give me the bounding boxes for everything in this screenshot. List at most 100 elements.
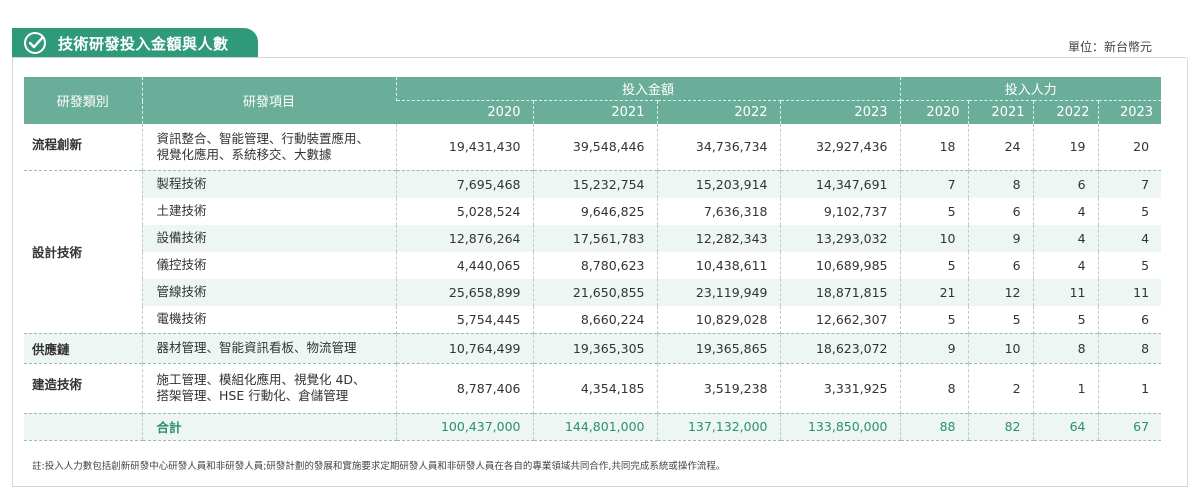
total-staff-cell: 82 [967, 412, 1034, 441]
amount-cell: 7,636,318 [656, 197, 780, 225]
item-cell: 施工管理、模組化應用、視覺化 4D、 搭架管理、HSE 行動化、倉儲管理 [141, 362, 396, 413]
section-title-bar: 技術研發投入金額與人數 [12, 28, 258, 58]
header-staff-year: 2022 [1032, 100, 1099, 124]
staff-cell: 10 [967, 332, 1034, 363]
staff-cell: 6 [1032, 169, 1099, 198]
category-cell: 供應鏈 [24, 332, 142, 363]
panel-divider [12, 57, 1186, 58]
staff-cell: 7 [1097, 169, 1162, 198]
amount-cell: 5,754,445 [395, 305, 533, 333]
amount-cell: 14,347,691 [779, 169, 901, 198]
table-row: 儀控技術 4,440,065 8,780,623 10,438,611 10,6… [24, 251, 1162, 279]
table-row: 建造技術 施工管理、模組化應用、視覺化 4D、 搭架管理、HSE 行動化、倉儲管… [24, 362, 1162, 413]
amount-cell: 17,561,783 [532, 224, 657, 252]
staff-cell: 5 [1032, 305, 1099, 333]
amount-cell: 8,660,224 [532, 305, 657, 333]
amount-cell: 8,787,406 [395, 362, 533, 413]
staff-cell: 18 [899, 124, 969, 170]
amount-cell: 3,331,925 [779, 362, 901, 413]
amount-cell: 34,736,734 [656, 124, 780, 170]
rd-investment-table: 研發類別 研發項目 投入金額 投入人力 2020 2021 2022 2023 … [24, 77, 1162, 441]
staff-cell: 21 [899, 278, 969, 306]
amount-cell: 39,548,446 [532, 124, 657, 170]
table-row: 電機技術 5,754,445 8,660,224 10,829,028 12,6… [24, 305, 1162, 333]
staff-cell: 2 [967, 362, 1034, 413]
unit-label: 單位：新台幣元 [1067, 40, 1152, 54]
header-staff-group: 投入人力 [899, 77, 1162, 101]
amount-cell: 4,354,185 [532, 362, 657, 413]
total-label: 合計 [141, 412, 396, 441]
header-item: 研發項目 [141, 77, 396, 124]
amount-cell: 21,650,855 [532, 278, 657, 306]
staff-cell: 20 [1097, 124, 1162, 170]
amount-cell: 12,282,343 [656, 224, 780, 252]
staff-cell: 24 [967, 124, 1034, 170]
item-cell: 製程技術 [141, 169, 396, 198]
amount-cell: 9,102,737 [779, 197, 901, 225]
footnote: 註:投入人力數包括創新研發中心研發人員和非研發人員;研發計劃的發展和實施要求定期… [32, 461, 726, 472]
header-amount-year: 2022 [656, 100, 780, 124]
staff-cell: 1 [1032, 362, 1099, 413]
table-row: 管線技術 25,658,899 21,650,855 23,119,949 18… [24, 278, 1162, 306]
header-staff-year: 2020 [899, 100, 969, 124]
item-cell: 資訊整合、智能管理、行動裝置應用、 視覺化應用、系統移交、大數據 [141, 124, 396, 170]
amount-cell: 5,028,524 [395, 197, 533, 225]
amount-cell: 19,365,865 [656, 332, 780, 363]
category-cell: 建造技術 [24, 362, 142, 413]
amount-cell: 12,662,307 [779, 305, 901, 333]
total-amount-cell: 100,437,000 [395, 412, 533, 441]
table-row: 流程創新 資訊整合、智能管理、行動裝置應用、 視覺化應用、系統移交、大數據 19… [24, 124, 1162, 170]
staff-cell: 4 [1032, 197, 1099, 225]
table-row: 土建技術 5,028,524 9,646,825 7,636,318 9,102… [24, 197, 1162, 225]
staff-cell: 7 [899, 169, 969, 198]
amount-cell: 15,203,914 [656, 169, 780, 198]
item-cell: 土建技術 [141, 197, 396, 225]
staff-cell: 9 [899, 332, 969, 363]
item-line: 搭架管理、HSE 行動化、倉儲管理 [156, 388, 349, 403]
staff-cell: 19 [1032, 124, 1099, 170]
total-spacer [24, 412, 142, 441]
item-cell: 管線技術 [141, 278, 396, 306]
amount-cell: 13,293,032 [779, 224, 901, 252]
table-row: 設備技術 12,876,264 17,561,783 12,282,343 13… [24, 224, 1162, 252]
staff-cell: 8 [899, 362, 969, 413]
amount-cell: 19,365,305 [532, 332, 657, 363]
category-cell: 設計技術 [24, 169, 142, 333]
staff-cell: 5 [899, 305, 969, 333]
page-title: 技術研發投入金額與人數 [58, 34, 229, 53]
item-line: 資訊整合、智能管理、行動裝置應用、 [156, 130, 370, 146]
staff-cell: 9 [967, 224, 1034, 252]
amount-cell: 9,646,825 [532, 197, 657, 225]
header-amount-year: 2023 [779, 100, 901, 124]
total-staff-cell: 64 [1032, 412, 1099, 441]
staff-cell: 12 [967, 278, 1034, 306]
amount-cell: 15,232,754 [532, 169, 657, 198]
amount-cell: 32,927,436 [779, 124, 901, 170]
item-cell: 儀控技術 [141, 251, 396, 279]
amount-cell: 12,876,264 [395, 224, 533, 252]
staff-cell: 8 [967, 169, 1034, 198]
item-cell: 器材管理、智能資訊看板、物流管理 [141, 332, 396, 363]
header-amount-group: 投入金額 [395, 77, 901, 101]
staff-cell: 10 [899, 224, 969, 252]
header-amount-year: 2021 [532, 100, 657, 124]
amount-cell: 10,689,985 [779, 251, 901, 279]
staff-cell: 8 [1032, 332, 1099, 363]
staff-cell: 1 [1097, 362, 1162, 413]
amount-cell: 19,431,430 [395, 124, 533, 170]
amount-cell: 3,519,238 [656, 362, 780, 413]
amount-cell: 18,871,815 [779, 278, 901, 306]
amount-cell: 23,119,949 [656, 278, 780, 306]
amount-cell: 8,780,623 [532, 251, 657, 279]
header-amount-year: 2020 [396, 100, 533, 124]
table-row: 設計技術 製程技術 7,695,468 15,232,754 15,203,91… [24, 169, 1162, 333]
amount-cell: 18,623,072 [779, 332, 901, 363]
table-panel [12, 58, 1188, 487]
total-staff-cell: 88 [899, 412, 969, 441]
staff-cell: 5 [899, 251, 969, 279]
staff-cell: 4 [1032, 224, 1099, 252]
staff-cell: 4 [1032, 251, 1099, 279]
amount-cell: 10,764,499 [395, 332, 533, 363]
item-cell: 設備技術 [141, 224, 396, 252]
staff-cell: 4 [1097, 224, 1162, 252]
